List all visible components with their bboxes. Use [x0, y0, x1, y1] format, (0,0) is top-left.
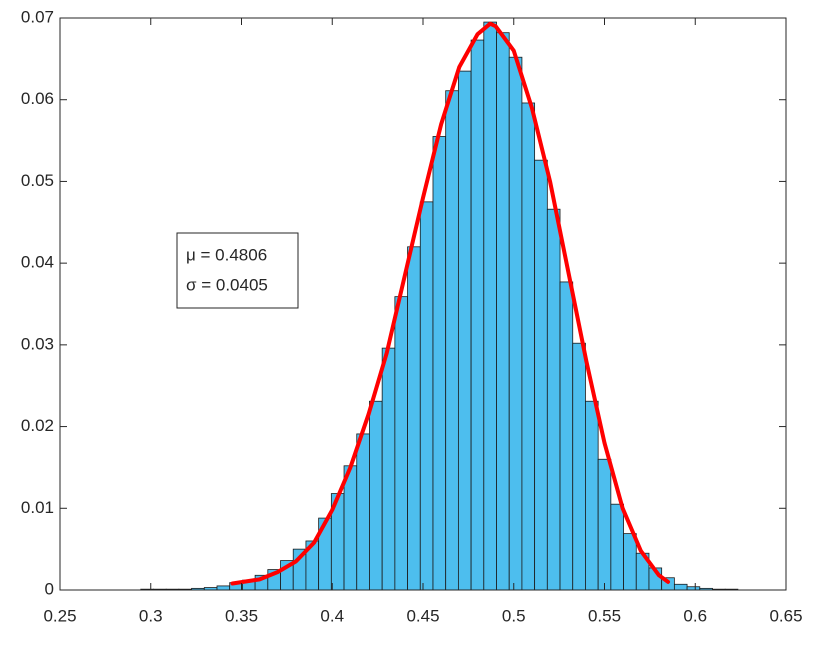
fit-line: [230, 21, 671, 586]
bar: [419, 201, 434, 591]
y-tick-label: 0.06: [21, 89, 54, 108]
x-tick-label: 0.5: [502, 606, 526, 625]
bar: [585, 400, 599, 591]
x-tick-label: 0.35: [225, 606, 258, 625]
y-tick-label: 0.01: [21, 498, 54, 517]
x-tick-label: 0.25: [43, 606, 76, 625]
bar: [597, 458, 612, 591]
x-tick-label: 0.55: [588, 606, 621, 625]
bar: [610, 503, 624, 591]
bar: [343, 465, 358, 591]
bar: [369, 400, 383, 591]
y-tick-label: 0.03: [21, 334, 54, 353]
y-tick-label: 0.07: [21, 7, 54, 26]
bar: [534, 159, 548, 591]
bar: [432, 136, 447, 591]
bar: [394, 296, 408, 591]
x-tick-label: 0.4: [320, 606, 344, 625]
bar: [496, 32, 510, 591]
y-tick-label: 0: [45, 579, 54, 598]
y-tick-label: 0.02: [21, 416, 54, 435]
bar: [623, 533, 637, 591]
annotation-sigma: σ = 0.0405: [186, 275, 268, 294]
annotation-mu: μ = 0.4806: [186, 245, 267, 264]
bar: [470, 39, 485, 591]
x-tick-label: 0.3: [139, 606, 163, 625]
bar: [445, 90, 459, 591]
x-tick-label: 0.6: [683, 606, 707, 625]
y-tick-label: 0.04: [21, 253, 54, 272]
bar: [407, 246, 421, 591]
bar: [457, 70, 472, 591]
bar: [572, 342, 586, 591]
annotation-box: [176, 232, 299, 309]
bar: [381, 347, 396, 591]
bar: [546, 208, 561, 591]
y-tick-label: 0.05: [21, 171, 54, 190]
bar: [521, 102, 536, 591]
x-tick-label: 0.65: [769, 606, 802, 625]
bar: [559, 281, 574, 591]
bar: [356, 433, 370, 591]
bar: [483, 21, 497, 591]
bar: [673, 583, 688, 591]
x-tick-label: 0.45: [406, 606, 439, 625]
bar: [216, 585, 231, 591]
bar: [508, 56, 523, 591]
